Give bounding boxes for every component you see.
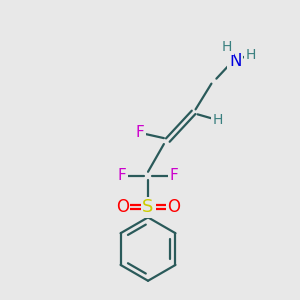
Text: H: H <box>212 113 223 127</box>
Text: H: H <box>246 48 256 62</box>
Text: O: O <box>116 199 129 217</box>
Text: O: O <box>167 199 180 217</box>
Text: F: F <box>169 168 178 183</box>
Text: S: S <box>142 199 154 217</box>
Text: H: H <box>222 40 232 54</box>
Text: F: F <box>136 125 145 140</box>
Text: F: F <box>118 168 127 183</box>
Text: N: N <box>229 52 242 70</box>
